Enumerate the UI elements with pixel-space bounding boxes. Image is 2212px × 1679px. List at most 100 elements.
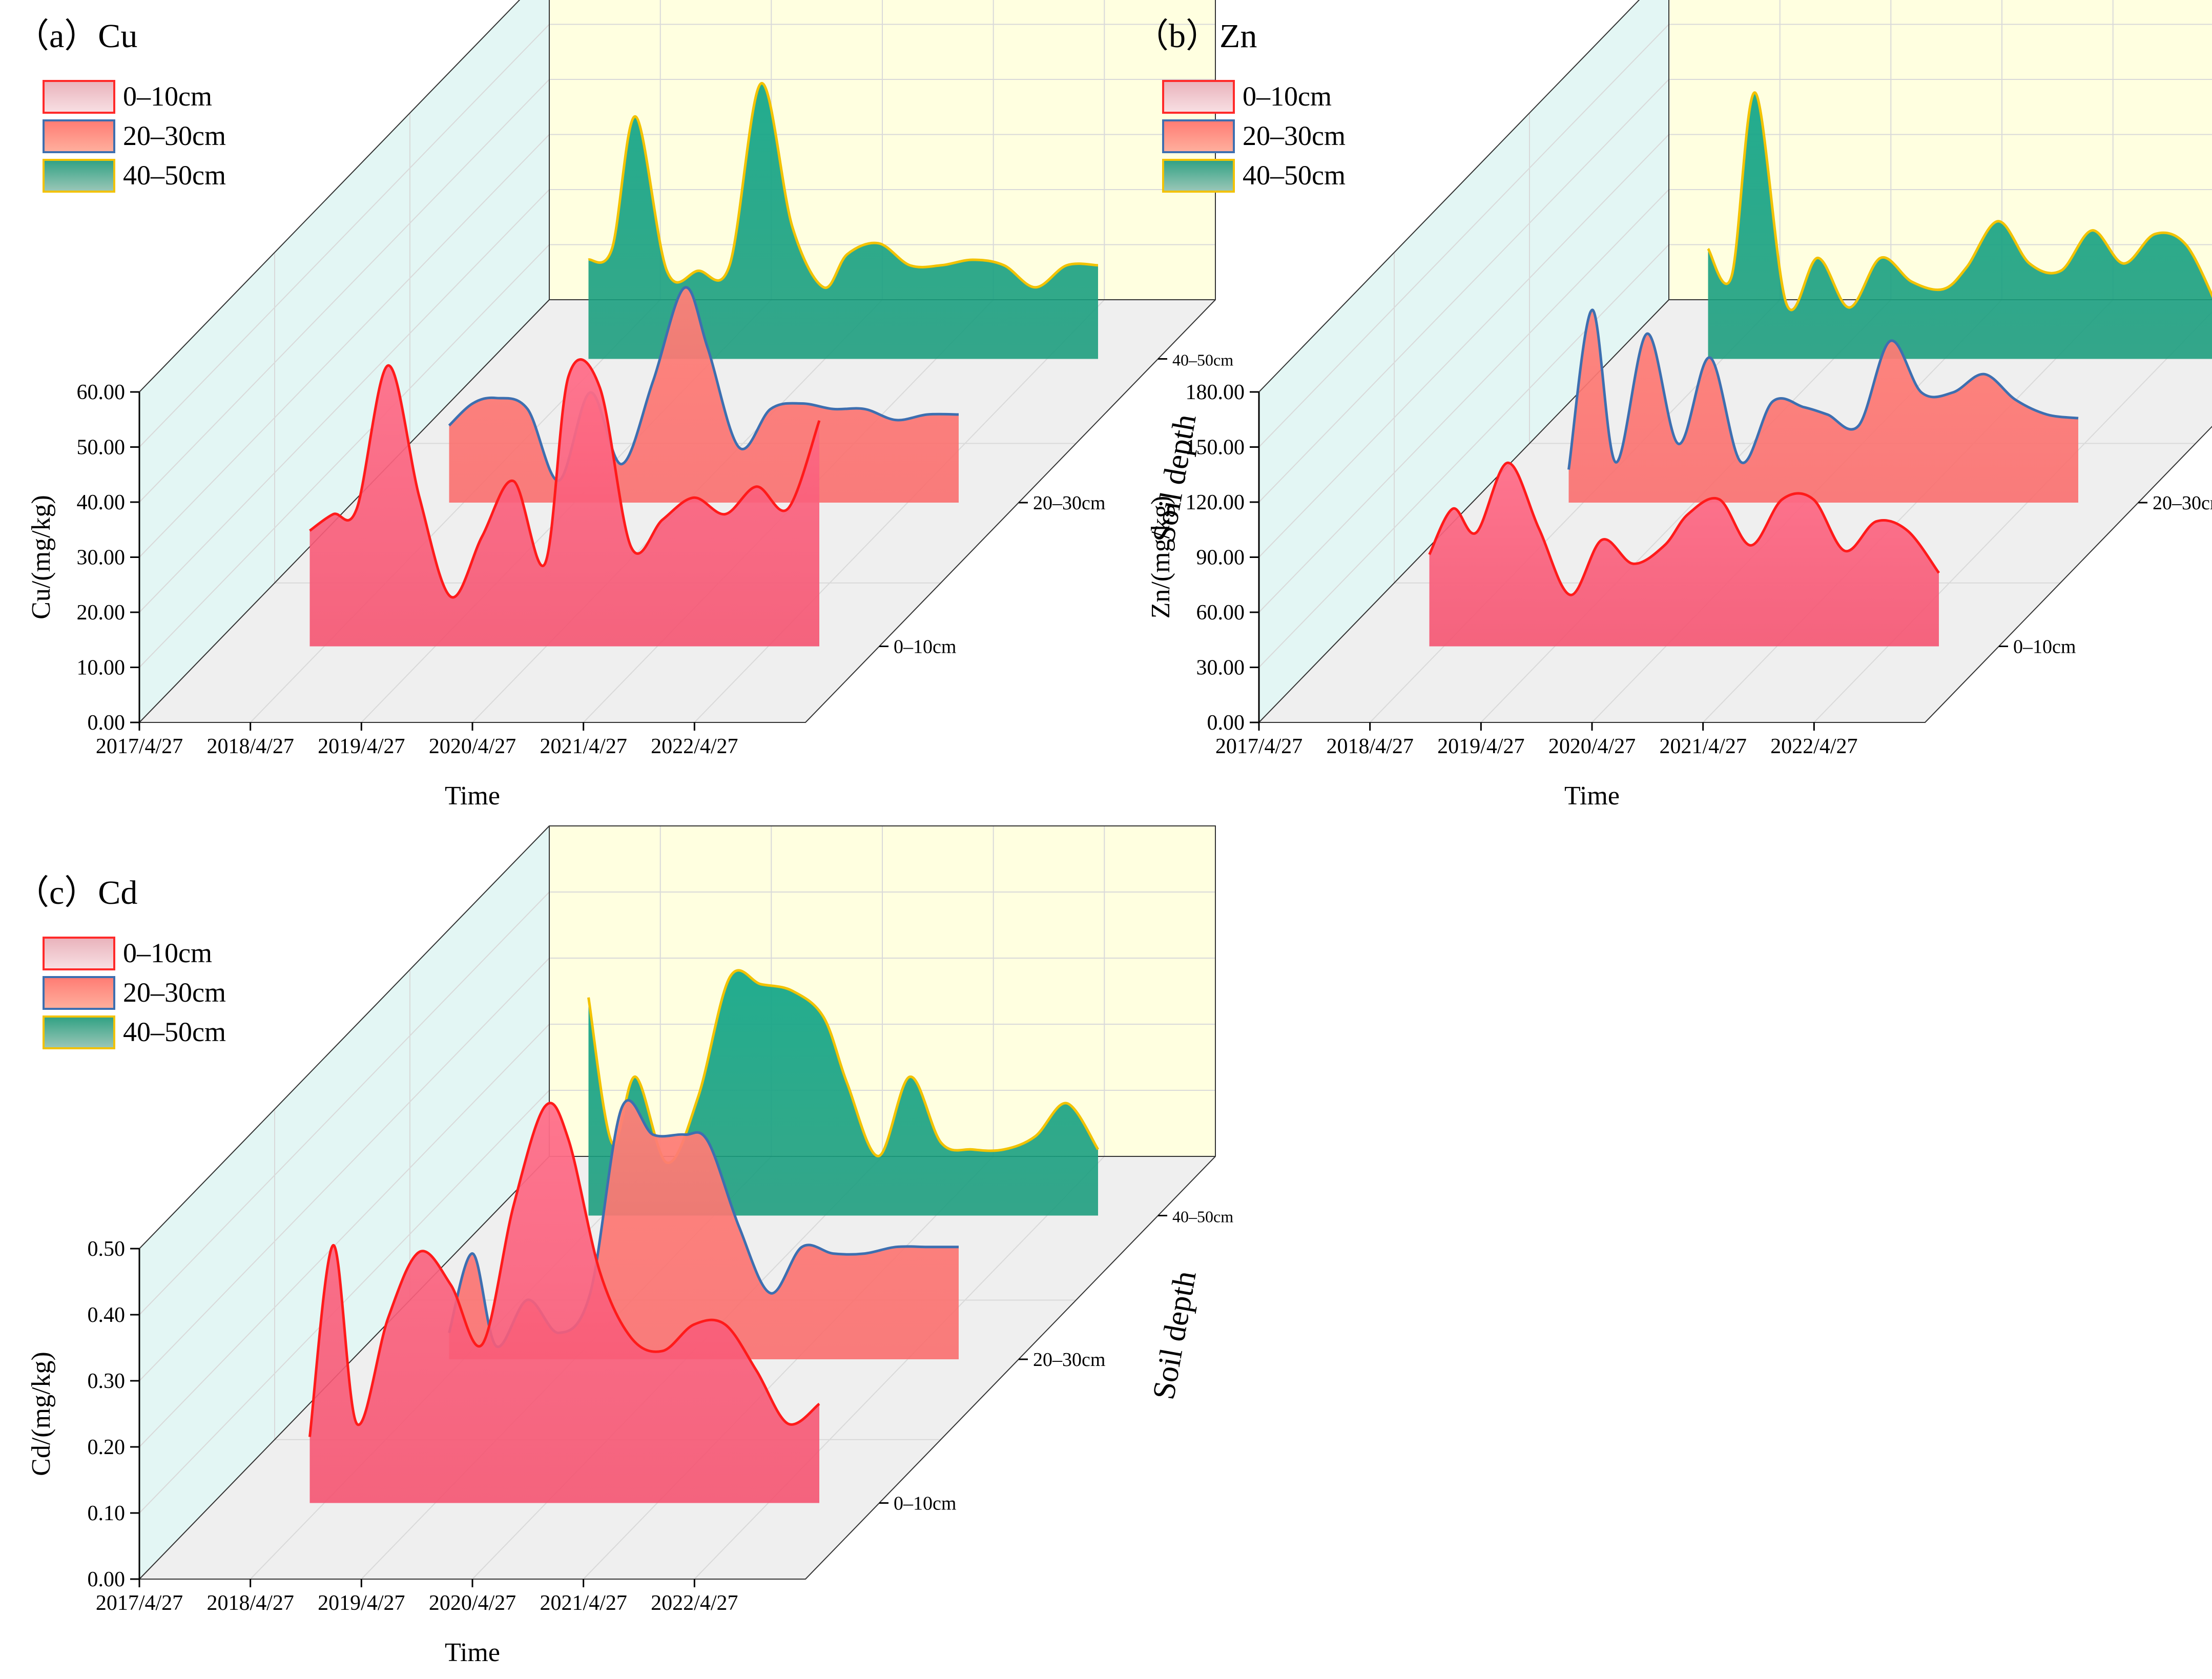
legend-label: 20–30cm [123,120,226,151]
y-tick-label: 0.00 [88,1568,126,1591]
side-wall [139,826,549,1579]
area-outline-0 [308,1102,820,1437]
x-tick-label: 2018/4/27 [206,1591,294,1615]
z-axis-title: Soil depth [1146,1268,1203,1402]
x-tick-label: 2017/4/27 [1215,735,1303,758]
y-tick-label: 0.40 [88,1303,126,1327]
back-wall [1669,0,2212,300]
x-tick-label: 2019/4/27 [318,735,405,758]
legend-swatch-0 [43,937,115,970]
legend-label: 40–50cm [123,160,226,191]
y-tick-label: 0.00 [1207,711,1245,735]
y-tick-label: 60.00 [77,381,126,404]
area-2 [1708,92,2212,359]
legend-label: 40–50cm [123,1017,226,1047]
panel-title: （b）Zn [1135,17,1257,55]
y-tick-label: 30.00 [1196,656,1245,680]
x-axis-title: Time [445,781,500,811]
y-axis-title: Zn/(mg/kg) [1146,496,1175,619]
y-tick-label: 120.00 [1186,491,1245,514]
side-wall [139,0,549,722]
y-tick-label: 90.00 [1196,546,1245,570]
y-tick-label: 30.00 [77,546,126,570]
z-tick-label: 40–50cm [1172,1208,1233,1226]
legend-swatch-0 [43,80,115,114]
legend-label: 0–10cm [123,81,212,112]
x-tick-label: 2020/4/27 [429,1591,516,1615]
area-outline-2 [588,82,1099,289]
area-0 [309,1103,819,1503]
x-tick-label: 2017/4/27 [96,735,183,758]
y-tick-label: 0.00 [88,711,126,735]
x-axis-title: Time [445,1638,500,1667]
x-tick-label: 2021/4/27 [540,735,627,758]
z-tick-label: 0–10cm [2013,636,2076,658]
legend-label: 40–50cm [1243,160,1346,191]
legend-swatch-1 [43,976,115,1010]
x-tick-label: 2018/4/27 [1326,735,1413,758]
area-1 [1568,309,2078,503]
area-2 [588,83,1098,359]
z-tick-label: 0–10cm [894,1493,956,1515]
legend-swatch-0 [1162,80,1235,114]
x-tick-label: 2020/4/27 [429,735,516,758]
z-tick-label: 20–30cm [1033,1349,1105,1371]
area-outline-2 [587,969,1100,1164]
x-tick-label: 2019/4/27 [318,1591,405,1615]
z-tick-label: 20–30cm [1033,492,1105,514]
x-axis-title: Time [1564,781,1620,811]
chart-panel-0: 0.00 10.00 20.00 30.00 40.00 50.00 60.00 2017/4… [15,0,1233,811]
y-axis-title: Cu/(mg/kg) [27,495,56,619]
legend-swatch-2 [1162,159,1235,193]
x-tick-label: 2018/4/27 [206,735,294,758]
y-tick-label: 60.00 [1196,601,1245,625]
panel-title: （a）Cu [15,17,137,55]
legend-label: 20–30cm [123,977,226,1008]
x-tick-label: 2019/4/27 [1437,735,1524,758]
chart-panel-1: 0.00 30.00 60.00 90.00 120.00 150.00 180.00 201… [1135,0,2212,811]
panel-title: （c）Cd [15,874,137,911]
x-tick-label: 2022/4/27 [651,735,738,758]
area-outline-0 [309,358,821,599]
legend-swatch-1 [43,119,115,153]
legend-swatch-2 [43,1015,115,1049]
x-tick-label: 2021/4/27 [1659,735,1746,758]
area-2 [588,970,1098,1216]
area-outline-1 [1567,308,2079,470]
y-tick-label: 10.00 [77,656,126,680]
y-tick-label: 180.00 [1186,381,1245,404]
area-outline-1 [448,286,959,482]
y-tick-label: 0.30 [88,1370,126,1393]
legend-label: 20–30cm [1243,120,1346,151]
gridline-x [1813,311,2212,723]
area-0 [309,359,819,647]
x-tick-label: 2020/4/27 [1548,735,1636,758]
y-axis-title: Cd/(mg/kg) [27,1352,56,1476]
legend-swatch-2 [43,159,115,193]
area-outline-0 [1428,461,1940,596]
x-tick-label: 2022/4/27 [651,1591,738,1615]
x-tick-label: 2022/4/27 [1770,735,1857,758]
x-tick-label: 2017/4/27 [96,1591,183,1615]
chart-panel-2: 0.00 0.10 0.20 0.30 0.40 0.50 2017/4/27 2018/4/… [15,825,1233,1667]
y-tick-label: 40.00 [77,491,126,514]
z-tick-label: 20–30cm [2153,492,2212,514]
legend-swatch-1 [1162,119,1235,153]
legend-label: 0–10cm [1243,81,1332,112]
x-tick-label: 2021/4/27 [540,1591,627,1615]
y-tick-label: 0.50 [88,1237,126,1261]
area-1 [449,1100,959,1359]
y-tick-label: 0.10 [88,1502,126,1525]
y-tick-label: 20.00 [77,601,126,625]
y-tick-label: 150.00 [1186,436,1245,460]
y-tick-label: 50.00 [77,436,126,460]
z-tick-label: 0–10cm [894,636,956,658]
area-outline-2 [1707,91,2212,312]
frame-edge [139,299,550,723]
z-tick-label: 40–50cm [1172,351,1233,369]
legend-label: 0–10cm [123,938,212,968]
y-tick-label: 0.20 [88,1436,126,1459]
side-wall [1259,0,1669,722]
area-0 [1429,463,1939,647]
